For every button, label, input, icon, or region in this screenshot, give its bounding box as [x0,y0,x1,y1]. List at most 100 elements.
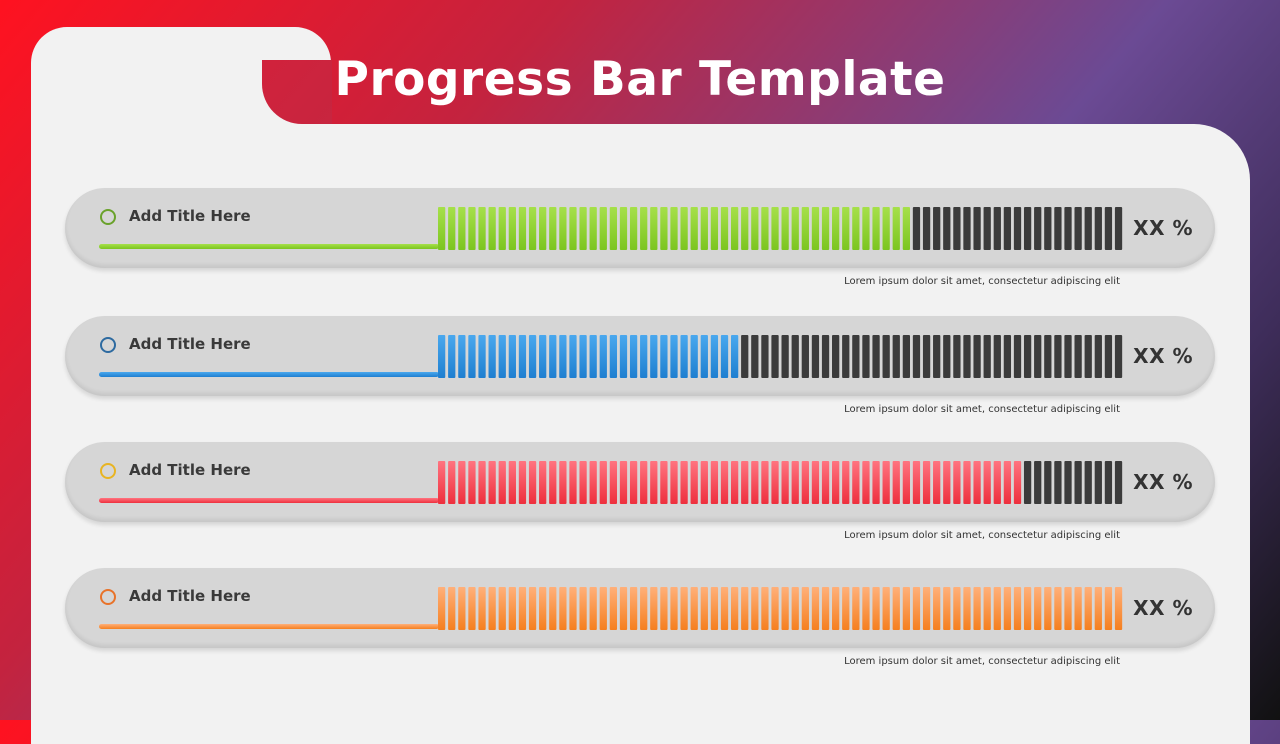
filled-segment [569,461,577,504]
filled-segment [741,207,749,250]
filled-segment [771,461,779,504]
row-title: Add Title Here [129,461,251,479]
panel-notch [262,60,332,124]
filled-segment [872,461,880,504]
empty-segment [1084,207,1092,250]
empty-segment [933,207,941,250]
filled-segment [508,461,516,504]
empty-segment [953,335,961,378]
filled-segment [801,587,809,630]
empty-segment [832,335,840,378]
filled-segment [741,461,749,504]
filled-segment [619,587,628,630]
filled-segment [1003,587,1012,630]
filled-segment [852,461,860,504]
filled-segment [781,461,789,504]
filled-segment [993,587,1001,630]
filled-segment [761,461,769,504]
filled-segment [599,207,607,250]
filled-segment [559,461,567,504]
filled-segment [902,207,911,250]
filled-segment [599,587,607,630]
empty-segment [1084,461,1092,504]
empty-segment [993,207,1001,250]
empty-segment [943,207,951,250]
filled-segment [518,207,527,250]
filled-segment [559,335,567,378]
title-underline [99,372,439,377]
filled-segment [640,587,648,630]
filled-segment [852,587,860,630]
filled-segment [589,207,597,250]
filled-segment [690,207,698,250]
filled-segment [791,207,799,250]
empty-segment [1044,335,1052,378]
percent-label: XX % [1133,344,1193,368]
empty-segment [1114,335,1123,378]
filled-segment [518,335,527,378]
filled-segment [680,207,688,250]
filled-segment [882,461,890,504]
filled-segment [448,207,456,250]
filled-segment [650,335,658,378]
empty-segment [973,207,981,250]
filled-segment [599,461,607,504]
filled-segment [660,335,668,378]
empty-segment [912,335,921,378]
row-title: Add Title Here [129,207,251,225]
filled-segment [832,207,840,250]
empty-segment [1023,207,1032,250]
filled-segment [549,335,557,378]
filled-segment [468,207,476,250]
empty-segment [1094,335,1102,378]
filled-segment [973,587,981,630]
empty-segment [1094,207,1102,250]
filled-segment [458,207,466,250]
filled-segment [902,587,911,630]
empty-segment [872,335,880,378]
filled-segment [468,335,476,378]
filled-segment [478,207,486,250]
filled-segment [862,207,870,250]
filled-segment [710,587,719,630]
empty-segment [751,335,759,378]
empty-segment [1074,207,1082,250]
filled-segment [933,587,941,630]
filled-segment [1044,587,1052,630]
filled-segment [943,587,951,630]
empty-segment [1034,461,1042,504]
filled-segment [549,461,557,504]
filled-segment [771,587,779,630]
progress-bar [438,587,1125,630]
empty-segment [1064,207,1072,250]
filled-segment [1023,587,1032,630]
empty-segment [771,335,779,378]
empty-segment [1034,335,1042,378]
empty-segment [1044,461,1052,504]
filled-segment [569,587,577,630]
filled-segment [508,587,516,630]
filled-segment [1013,461,1022,504]
filled-segment [478,461,486,504]
filled-segment [518,587,527,630]
filled-segment [892,461,900,504]
empty-segment [1114,207,1123,250]
filled-segment [579,587,587,630]
filled-segment [1094,587,1102,630]
filled-segment [801,207,809,250]
empty-segment [1034,207,1042,250]
filled-segment [528,207,537,250]
empty-segment [882,335,890,378]
filled-segment [730,587,739,630]
empty-segment [811,335,820,378]
filled-segment [720,335,729,378]
filled-segment [993,461,1001,504]
title-underline [99,624,439,629]
percent-label: XX % [1133,216,1193,240]
page-title: Progress Bar Template [334,52,946,107]
filled-segment [730,335,739,378]
filled-segment [983,587,991,630]
filled-segment [821,461,830,504]
empty-segment [892,335,900,378]
percent-label: XX % [1133,470,1193,494]
